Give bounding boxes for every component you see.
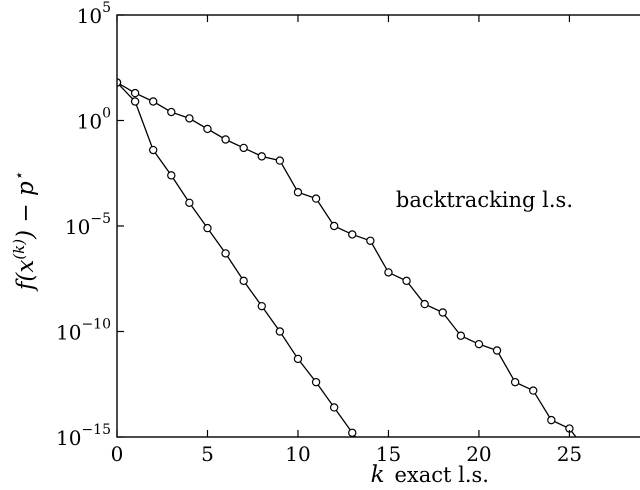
point-backtracking-l-s (474, 339, 484, 349)
point-exact-l-s (203, 223, 212, 233)
point-backtracking-l-s (366, 236, 375, 245)
point-exact-l-s (385, 471, 392, 478)
point-exact-l-s (167, 171, 176, 180)
annotation-exact: exact l.s. (394, 463, 489, 487)
point-exact-l-s (311, 377, 321, 387)
point-backtracking-l-s (167, 107, 176, 117)
series-line-backtracking-l-s (117, 81, 577, 437)
x-tick-label: 25 (557, 442, 582, 466)
x-tick-label: 5 (201, 442, 214, 466)
point-exact-l-s (367, 452, 374, 459)
point-backtracking-l-s (402, 276, 411, 286)
series-layer (117, 78, 627, 478)
x-tick-label: 15 (376, 442, 401, 466)
point-exact-l-s (221, 249, 230, 258)
x-tick-label: 10 (285, 442, 310, 466)
point-backtracking-l-s (221, 135, 230, 144)
point-backtracking-l-s (311, 194, 321, 203)
point-backtracking-l-s (203, 124, 212, 134)
point-backtracking-l-s (384, 268, 393, 277)
point-backtracking-l-s (438, 308, 447, 317)
point-exact-l-s (293, 354, 303, 364)
point-backtracking-l-s (148, 97, 158, 106)
x-axis-label: k (371, 462, 385, 488)
ticks-layer: 0 5 10 15 20 25 105 100 10−5 10−10 10−15 (56, 0, 582, 466)
point-backtracking-l-s (584, 448, 591, 455)
point-backtracking-l-s (275, 156, 285, 165)
point-backtracking-l-s (185, 114, 194, 123)
labels-layer: k f(x(k)) − p⋆ exact l.s. backtracking l.s. (10, 172, 573, 488)
series-exact-l-s (117, 78, 392, 478)
point-backtracking-l-s (620, 465, 627, 472)
point-exact-l-s (348, 428, 357, 437)
y-tick-label: 100 (77, 106, 111, 134)
point-exact-l-s (148, 145, 158, 155)
annotation-backtracking: backtracking l.s. (396, 188, 573, 212)
series-line-exact-l-s (117, 82, 357, 437)
point-exact-l-s (185, 198, 194, 207)
point-exact-l-s (239, 276, 248, 286)
point-backtracking-l-s (239, 143, 248, 153)
point-backtracking-l-s (329, 221, 339, 231)
point-exact-l-s (257, 301, 266, 311)
y-tick-label: 10−10 (56, 317, 111, 345)
y-axis-label: f(x(k)) − p⋆ (10, 172, 39, 292)
point-backtracking-l-s (257, 152, 266, 161)
point-backtracking-l-s (293, 188, 303, 197)
point-backtracking-l-s (130, 88, 140, 98)
series-backtracking-l-s (117, 78, 627, 472)
x-tick-label: 20 (466, 442, 491, 466)
point-exact-l-s (329, 403, 339, 412)
point-backtracking-l-s (348, 230, 357, 239)
point-backtracking-l-s (492, 346, 502, 355)
y-tick-label: 10−5 (65, 211, 111, 239)
point-backtracking-l-s (602, 457, 609, 464)
point-backtracking-l-s (510, 377, 520, 387)
point-backtracking-l-s (547, 415, 556, 425)
y-tick-label: 10−15 (56, 422, 111, 450)
point-backtracking-l-s (456, 331, 466, 340)
point-backtracking-l-s (420, 299, 429, 309)
y-tick-label: 105 (77, 0, 111, 28)
plot-frame (116, 14, 640, 438)
point-exact-l-s (130, 97, 140, 106)
point-backtracking-l-s (529, 386, 538, 395)
point-exact-l-s (275, 327, 285, 336)
x-tick-label: 0 (111, 442, 124, 466)
